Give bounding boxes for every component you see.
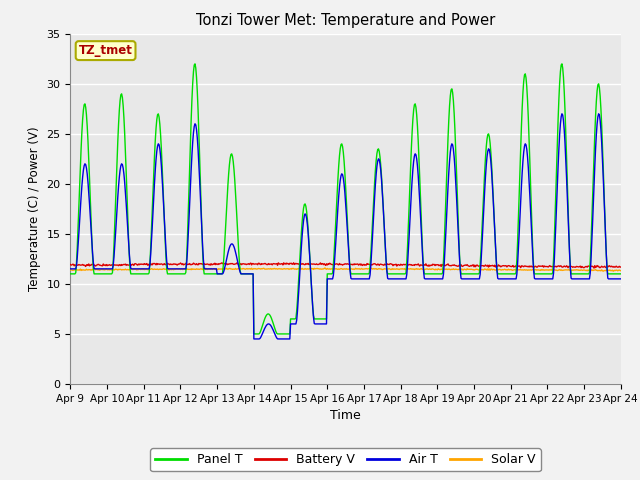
Panel T [617, 271, 625, 277]
Solar V [445, 266, 453, 272]
Battery V [188, 262, 195, 267]
Text: TZ_tmet: TZ_tmet [79, 44, 132, 57]
Battery V [290, 260, 298, 265]
Solar V [67, 267, 74, 273]
Solar V [188, 267, 195, 273]
Y-axis label: Temperature (C) / Power (V): Temperature (C) / Power (V) [28, 127, 41, 291]
Panel T [188, 116, 195, 122]
Line: Panel T: Panel T [70, 64, 621, 334]
Air T [188, 167, 195, 172]
Panel T [558, 61, 566, 67]
Air T [617, 276, 625, 282]
Air T [558, 111, 566, 117]
Panel T [445, 103, 453, 108]
Panel T [67, 271, 74, 277]
Legend: Panel T, Battery V, Air T, Solar V: Panel T, Battery V, Air T, Solar V [150, 448, 541, 471]
Panel T [338, 141, 346, 147]
Solar V [321, 265, 329, 271]
Battery V [617, 264, 625, 270]
Battery V [392, 262, 399, 267]
Solar V [338, 266, 346, 272]
Air T [338, 171, 346, 177]
Air T [67, 266, 74, 272]
Battery V [338, 262, 346, 267]
Solar V [617, 268, 625, 274]
Line: Air T: Air T [70, 114, 621, 339]
Solar V [211, 266, 219, 272]
Panel T [211, 271, 219, 277]
Panel T [392, 271, 399, 277]
Battery V [590, 265, 598, 271]
Battery V [445, 263, 453, 268]
Line: Battery V: Battery V [70, 263, 621, 268]
Air T [568, 276, 576, 282]
Solar V [600, 268, 607, 274]
Air T [211, 266, 219, 272]
Solar V [392, 266, 399, 272]
Battery V [67, 262, 74, 267]
Panel T [250, 331, 258, 337]
Battery V [567, 264, 575, 269]
Solar V [567, 268, 575, 274]
Battery V [211, 260, 219, 266]
Air T [250, 336, 258, 342]
Title: Tonzi Tower Met: Temperature and Power: Tonzi Tower Met: Temperature and Power [196, 13, 495, 28]
Line: Solar V: Solar V [70, 268, 621, 271]
X-axis label: Time: Time [330, 409, 361, 422]
Panel T [568, 271, 576, 277]
Air T [445, 158, 453, 164]
Air T [392, 276, 399, 282]
